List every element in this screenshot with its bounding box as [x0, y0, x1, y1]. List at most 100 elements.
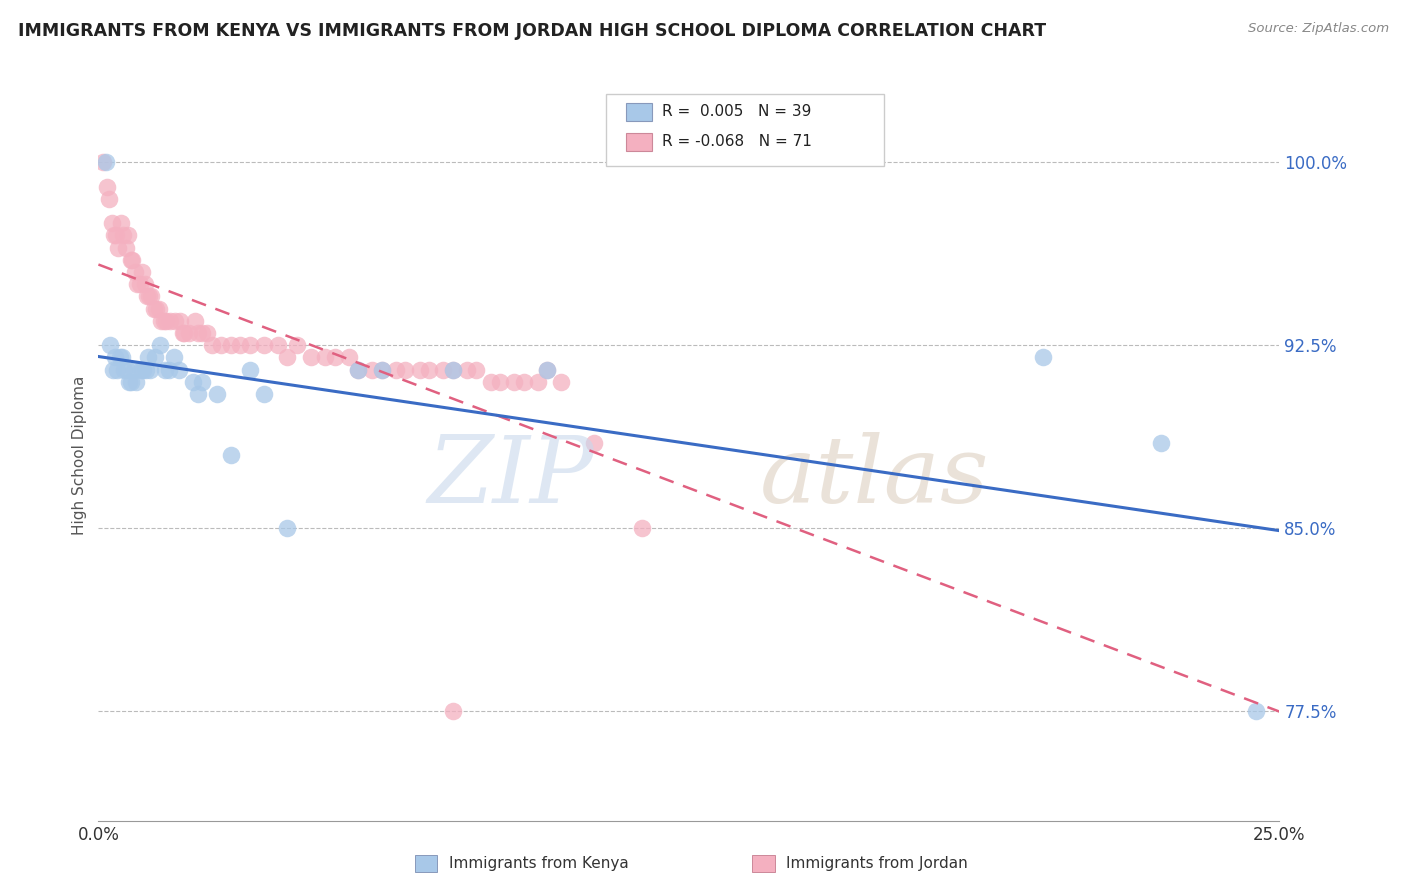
- Point: [163, 351, 186, 365]
- Point: [163, 314, 186, 328]
- Text: ZIP: ZIP: [427, 432, 595, 522]
- Point: [105, 228, 128, 243]
- Point: [187, 326, 209, 340]
- Point: [122, 362, 145, 376]
- Point: [173, 326, 195, 340]
- Point: [159, 314, 181, 328]
- Point: [129, 362, 152, 376]
- Point: [135, 289, 157, 303]
- Point: [371, 362, 394, 376]
- Point: [94, 155, 117, 169]
- Point: [239, 338, 262, 352]
- Point: [108, 351, 131, 365]
- Point: [121, 252, 143, 267]
- Point: [125, 375, 148, 389]
- Point: [135, 362, 157, 376]
- FancyBboxPatch shape: [606, 95, 884, 166]
- Point: [583, 435, 606, 450]
- Point: [371, 362, 394, 376]
- Point: [117, 228, 139, 243]
- Point: [550, 375, 572, 389]
- Point: [205, 387, 228, 401]
- Point: [127, 277, 149, 292]
- Point: [103, 228, 125, 243]
- Point: [323, 351, 346, 365]
- Point: [149, 314, 172, 328]
- Point: [114, 241, 136, 255]
- FancyBboxPatch shape: [626, 133, 652, 151]
- Point: [157, 362, 180, 376]
- Point: [101, 362, 124, 376]
- Point: [526, 375, 548, 389]
- Point: [111, 228, 134, 243]
- Point: [111, 351, 134, 365]
- Text: IMMIGRANTS FROM KENYA VS IMMIGRANTS FROM JORDAN HIGH SCHOOL DIPLOMA CORRELATION : IMMIGRANTS FROM KENYA VS IMMIGRANTS FROM…: [18, 22, 1046, 40]
- Point: [314, 351, 336, 365]
- Point: [394, 362, 416, 376]
- Bar: [752, 855, 775, 872]
- Point: [219, 448, 242, 462]
- Point: [479, 375, 502, 389]
- Point: [124, 265, 146, 279]
- Point: [115, 362, 138, 376]
- Point: [187, 387, 209, 401]
- Point: [129, 277, 152, 292]
- Point: [337, 351, 360, 365]
- Point: [253, 338, 276, 352]
- Y-axis label: High School Diploma: High School Diploma: [72, 376, 87, 534]
- Point: [408, 362, 430, 376]
- Point: [118, 375, 141, 389]
- Text: atlas: atlas: [759, 432, 990, 522]
- Point: [167, 362, 190, 376]
- Point: [104, 351, 127, 365]
- Point: [536, 362, 558, 376]
- Point: [149, 338, 172, 352]
- Point: [139, 362, 162, 376]
- Point: [191, 326, 214, 340]
- Point: [105, 362, 128, 376]
- Point: [441, 362, 464, 376]
- Point: [155, 314, 177, 328]
- Point: [276, 351, 298, 365]
- Point: [299, 351, 322, 365]
- FancyBboxPatch shape: [626, 103, 652, 120]
- Bar: [415, 855, 437, 872]
- Point: [98, 338, 121, 352]
- Text: Immigrants from Kenya: Immigrants from Kenya: [449, 856, 628, 871]
- Point: [465, 362, 488, 376]
- Point: [143, 351, 166, 365]
- Point: [181, 375, 204, 389]
- Point: [201, 338, 224, 352]
- Point: [276, 521, 298, 535]
- Point: [107, 241, 129, 255]
- Point: [1150, 435, 1173, 450]
- Point: [152, 314, 174, 328]
- Point: [630, 521, 652, 535]
- Point: [489, 375, 512, 389]
- Point: [1244, 704, 1267, 718]
- Point: [121, 375, 143, 389]
- Point: [285, 338, 308, 352]
- Point: [96, 179, 118, 194]
- Point: [229, 338, 252, 352]
- Point: [385, 362, 408, 376]
- Point: [172, 326, 194, 340]
- Point: [97, 192, 120, 206]
- Text: Immigrants from Jordan: Immigrants from Jordan: [786, 856, 967, 871]
- Point: [112, 362, 135, 376]
- Point: [195, 326, 218, 340]
- Point: [100, 216, 122, 230]
- Point: [138, 289, 160, 303]
- Point: [253, 387, 276, 401]
- Point: [347, 362, 370, 376]
- Text: Source: ZipAtlas.com: Source: ZipAtlas.com: [1249, 22, 1389, 36]
- Point: [456, 362, 478, 376]
- Point: [136, 351, 159, 365]
- Point: [191, 375, 214, 389]
- Point: [132, 362, 155, 376]
- Text: R = -0.068   N = 71: R = -0.068 N = 71: [662, 135, 811, 150]
- Point: [91, 155, 114, 169]
- Point: [145, 301, 167, 316]
- Point: [432, 362, 454, 376]
- Point: [267, 338, 290, 352]
